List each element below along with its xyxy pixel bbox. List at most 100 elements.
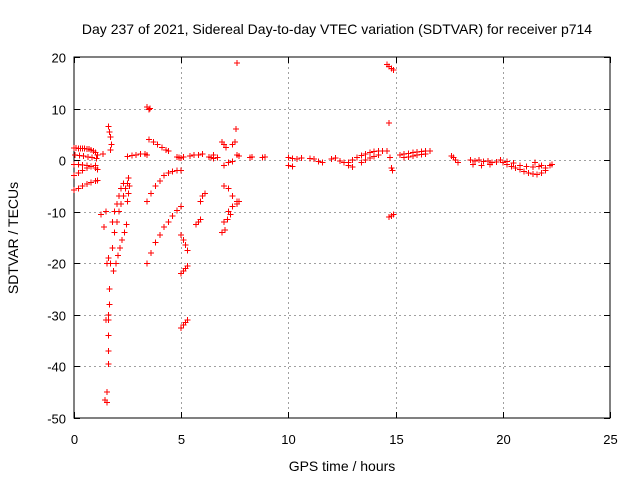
data-point — [467, 157, 474, 164]
data-point — [146, 136, 153, 143]
data-point — [471, 158, 478, 165]
data-point — [105, 347, 112, 354]
data-point — [107, 133, 114, 140]
chart-title: Day 237 of 2021, Sidereal Day-to-day VTE… — [82, 21, 592, 37]
data-point — [229, 158, 236, 165]
data-point — [197, 216, 204, 223]
data-point — [199, 150, 206, 157]
data-point — [218, 229, 225, 236]
data-point — [92, 162, 99, 169]
x-tick-labels: 0 5 10 15 20 25 — [71, 432, 618, 447]
y-tick-label: 10 — [52, 103, 66, 118]
data-point — [119, 237, 126, 244]
data-point — [94, 177, 101, 184]
data-point — [529, 171, 536, 178]
data-point — [71, 187, 77, 194]
data-point — [227, 211, 234, 218]
data-point — [345, 159, 352, 166]
data-point — [75, 185, 82, 192]
data-point — [480, 158, 487, 165]
data-point — [148, 190, 155, 197]
data-point — [311, 156, 318, 163]
data-point — [529, 163, 536, 170]
data-point — [106, 301, 113, 308]
data-point — [105, 311, 112, 318]
data-point — [186, 153, 193, 160]
data-point — [94, 166, 101, 173]
data-point — [289, 155, 296, 162]
data-point — [289, 163, 296, 170]
y-tick-label: 20 — [52, 51, 66, 66]
data-point — [125, 190, 132, 197]
data-point — [88, 179, 95, 186]
data-point — [103, 208, 110, 215]
data-point — [375, 151, 382, 158]
y-tick-label: 0 — [59, 154, 66, 169]
data-point — [358, 159, 365, 166]
data-point — [106, 286, 113, 293]
data-point — [493, 159, 500, 166]
data-point — [113, 200, 120, 207]
y-axis-label: SDTVAR / TECUs — [5, 182, 21, 294]
y-tick-label: -50 — [47, 412, 66, 427]
grid-lines — [74, 57, 610, 418]
data-point — [104, 399, 111, 406]
data-point — [261, 154, 268, 161]
data-point — [521, 168, 528, 175]
x-tick-label: 15 — [389, 432, 403, 447]
data-point — [106, 128, 113, 135]
data-point — [418, 151, 425, 158]
data-point — [409, 153, 416, 160]
data-point — [328, 156, 335, 163]
data-point — [319, 159, 326, 166]
data-point — [180, 154, 187, 161]
x-tick-label: 10 — [281, 432, 295, 447]
data-point — [523, 163, 530, 170]
data-point — [75, 170, 82, 177]
data-point — [148, 249, 155, 256]
data-point — [84, 154, 91, 161]
data-point — [178, 167, 185, 174]
data-point — [229, 193, 236, 200]
data-point — [118, 185, 125, 192]
data-point — [152, 239, 159, 246]
data-point — [504, 158, 511, 165]
data-point — [109, 219, 116, 226]
data-point — [125, 175, 132, 182]
data-point — [512, 164, 519, 171]
data-point — [76, 152, 83, 159]
data-point — [214, 154, 221, 161]
data-point — [195, 151, 202, 158]
data-point — [109, 244, 116, 251]
data-point — [107, 260, 114, 267]
data-point — [83, 180, 90, 187]
axis-ticks — [74, 57, 611, 419]
data-point — [486, 161, 493, 168]
data-point — [79, 182, 86, 189]
y-tick-labels: -50 -40 -30 -20 -10 0 10 20 — [47, 51, 66, 427]
data-point — [71, 172, 77, 179]
data-point — [390, 66, 397, 73]
data-point — [88, 163, 95, 170]
data-point — [178, 231, 185, 238]
data-point — [366, 149, 373, 156]
data-point — [384, 147, 391, 154]
data-point — [105, 360, 112, 367]
data-point — [150, 139, 157, 146]
data-point — [233, 60, 240, 67]
data-point — [128, 152, 135, 159]
data-point — [143, 151, 150, 158]
data-point — [89, 154, 96, 161]
data-point — [93, 155, 100, 162]
data-point — [396, 151, 403, 158]
data-point — [285, 162, 292, 169]
data-point — [222, 226, 229, 233]
data-point — [111, 229, 118, 236]
data-point — [161, 172, 168, 179]
data-point — [542, 164, 549, 171]
data-point — [414, 151, 421, 158]
data-point — [94, 151, 101, 158]
data-point — [349, 163, 356, 170]
data-point — [389, 167, 396, 174]
data-point — [225, 159, 232, 166]
